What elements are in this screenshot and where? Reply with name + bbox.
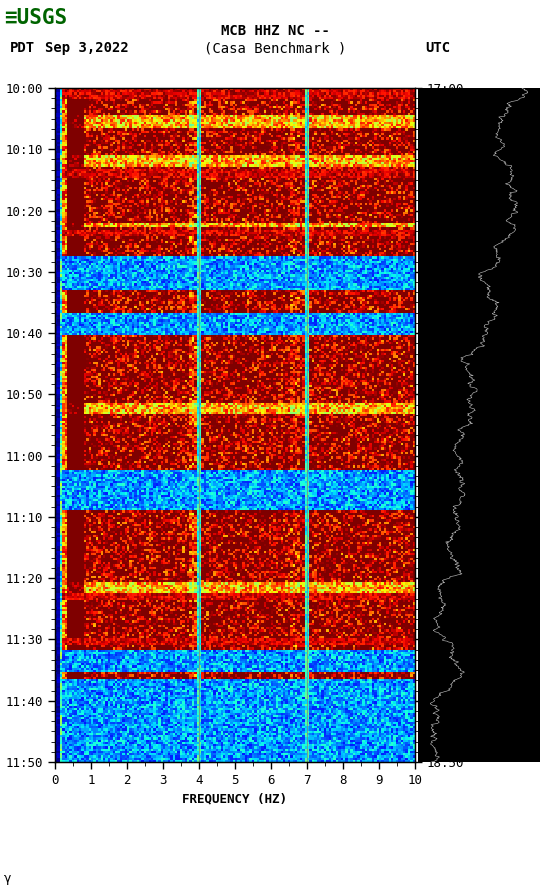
Text: ≡USGS: ≡USGS [4, 8, 67, 28]
Text: Sep 3,2022: Sep 3,2022 [45, 41, 129, 55]
Text: γ: γ [4, 872, 12, 885]
Text: (Casa Benchmark ): (Casa Benchmark ) [204, 41, 346, 55]
Text: PDT: PDT [10, 41, 35, 55]
X-axis label: FREQUENCY (HZ): FREQUENCY (HZ) [183, 792, 288, 805]
Text: UTC: UTC [425, 41, 450, 55]
Text: MCB HHZ NC --: MCB HHZ NC -- [221, 24, 330, 38]
